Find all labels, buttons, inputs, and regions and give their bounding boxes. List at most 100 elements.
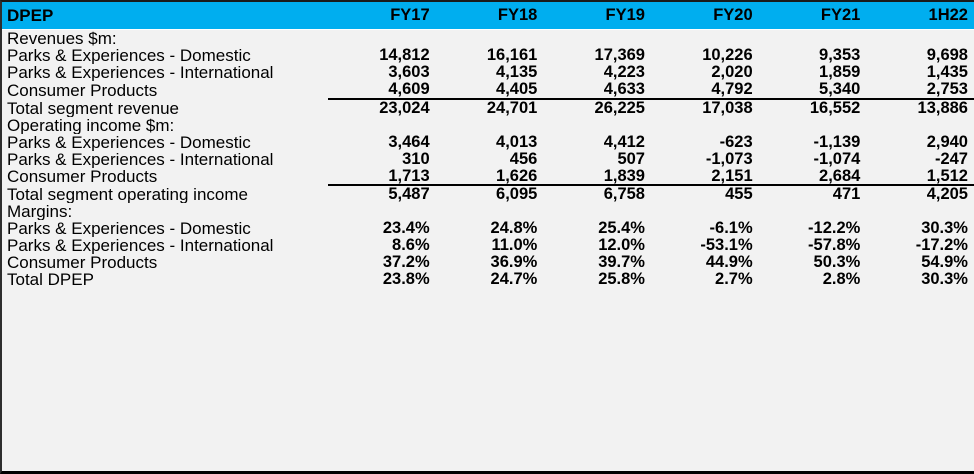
value-cell: -6.1% [709,220,753,237]
total-label: Total segment operating income [7,186,248,203]
table-body: Revenues $m: Parks & Experiences - Domest… [2,30,974,288]
value-cell: 4,609 [328,81,436,100]
value-cell: 1,713 [328,168,436,186]
empty-cell [866,30,974,47]
value-cell: 4,792 [650,81,759,100]
value-cell: 1,626 [435,168,544,186]
row-label: Parks & Experiences - Domestic [7,220,251,237]
value-cell: 50.3% [813,254,861,271]
value-cell: 36.9% [490,254,538,271]
total-label: Total DPEP [7,271,94,288]
empty-cell [759,203,867,220]
value-cell: 4,633 [543,81,651,100]
value-cell: 24.8% [490,220,538,237]
total-value-cell: 455 [725,186,753,203]
value-cell: -623 [719,133,753,151]
total-value-cell: 5,487 [388,186,430,203]
value-cell: 2,940 [926,133,968,151]
table-row: Consumer Products 1,713 1,626 1,839 2,151 2,6… [2,167,974,186]
value-cell: -1,073 [705,150,753,168]
value-cell: 8.6% [392,237,430,254]
table-row: Consumer Products 4,609 4,405 4,633 4,792 5,3… [2,81,974,100]
value-cell: 5,340 [758,81,867,100]
value-cell: 1,435 [926,64,968,81]
value-cell: -1,074 [813,150,861,168]
row-label: Consumer Products [7,254,158,271]
total-value-cell: 2.8% [822,271,861,288]
total-value-cell: 6,095 [496,186,538,203]
total-value-cell: 26,225 [594,99,645,117]
value-cell: 54.9% [921,254,968,271]
column-header-fy18: FY18 [497,6,538,25]
table-row: Parks & Experiences - International 8.6% 1… [2,237,974,254]
total-value-cell: 6,758 [603,186,645,203]
table-row: Consumer Products 37.2% 36.9% 39.7% 44.9% 50.… [2,254,974,271]
value-cell: 14,812 [379,47,430,64]
value-cell: -57.8% [808,237,861,254]
empty-cell [759,117,867,134]
section-heading-row: Operating income $m: [2,117,974,134]
total-value-cell: 4,205 [926,186,968,203]
empty-cell [436,30,544,47]
value-cell: 1,859 [819,64,861,81]
total-value-cell: 471 [832,186,861,203]
empty-cell [436,117,544,134]
value-cell: 11.0% [491,237,538,254]
value-cell: 2,151 [650,168,759,186]
value-cell: 4,223 [603,64,645,81]
empty-cell [866,117,974,134]
total-value-cell: 16,552 [809,99,861,117]
row-label: Consumer Products [7,81,158,100]
column-header-1h22: 1H22 [928,6,968,25]
total-value-cell: 23,024 [379,99,430,117]
value-cell: 39.7% [598,254,645,271]
column-header-fy20: FY20 [713,6,753,25]
empty-cell [543,117,651,134]
value-cell: 30.3% [921,220,968,237]
total-label: Total segment revenue [7,99,179,117]
table-row: Parks & Experiences - Domestic 14,812 16,1… [2,47,974,64]
column-header-fy17: FY17 [390,6,430,25]
value-cell: 37.2% [382,254,430,271]
empty-cell [651,203,759,220]
value-cell: -12.2% [808,220,861,237]
total-row: Total DPEP 23.8% 24.7% 25.8% 2.7% 2.8% 30.3% [2,271,974,288]
value-cell: 310 [402,150,430,168]
value-cell: 44.9% [705,254,753,271]
value-cell: 456 [509,150,538,168]
table-title: DPEP [7,6,54,25]
total-value-cell: 25.8% [598,271,645,288]
total-value-cell: 2.7% [715,271,753,288]
value-cell: 4,412 [603,133,645,151]
value-cell: 23.4% [382,220,430,237]
table-row: Parks & Experiences - International 3,603… [2,64,974,81]
row-label: Consumer Products [7,167,158,186]
empty-cell [866,203,974,220]
total-row: Total segment operating income 5,487 6,095… [2,186,974,203]
row-label: Parks & Experiences - Domestic [7,47,251,64]
total-value-cell: 23.8% [382,271,430,288]
total-value-cell: 17,038 [702,99,753,117]
table-header-row: DPEP FY17 FY18 FY19 FY20 FY21 1H22 [2,2,974,30]
section-heading: Operating income $m: [7,116,175,134]
value-cell: 2,753 [866,81,974,100]
empty-cell [543,30,651,47]
section-heading: Margins: [7,203,73,220]
total-value-cell: 24,701 [486,99,538,117]
empty-cell [436,203,544,220]
table-row: Parks & Experiences - Domestic 3,464 4,013… [2,134,974,151]
value-cell: 4,405 [435,81,544,100]
value-cell: 12.0% [598,237,645,254]
value-cell: 1,839 [543,168,651,186]
value-cell: 2,020 [711,64,753,81]
section-heading-row: Margins: [2,203,974,220]
value-cell: 25.4% [598,220,645,237]
total-value-cell: 30.3% [921,271,968,288]
empty-cell [543,203,651,220]
value-cell: 3,603 [388,64,430,81]
value-cell: -247 [934,150,968,168]
value-cell: 16,161 [486,47,538,64]
value-cell: 10,226 [702,47,753,64]
empty-cell [328,117,436,134]
